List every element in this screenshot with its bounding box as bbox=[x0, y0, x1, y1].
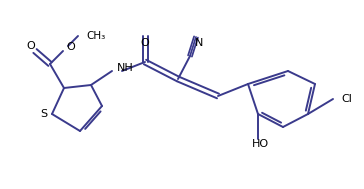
Text: S: S bbox=[40, 109, 47, 119]
Text: O: O bbox=[27, 41, 35, 51]
Text: CH₃: CH₃ bbox=[86, 31, 105, 41]
Text: NH: NH bbox=[117, 63, 134, 73]
Text: Cl: Cl bbox=[341, 94, 352, 104]
Text: O: O bbox=[141, 38, 149, 48]
Text: N: N bbox=[195, 38, 203, 48]
Text: HO: HO bbox=[252, 139, 269, 149]
Text: O: O bbox=[66, 42, 75, 52]
